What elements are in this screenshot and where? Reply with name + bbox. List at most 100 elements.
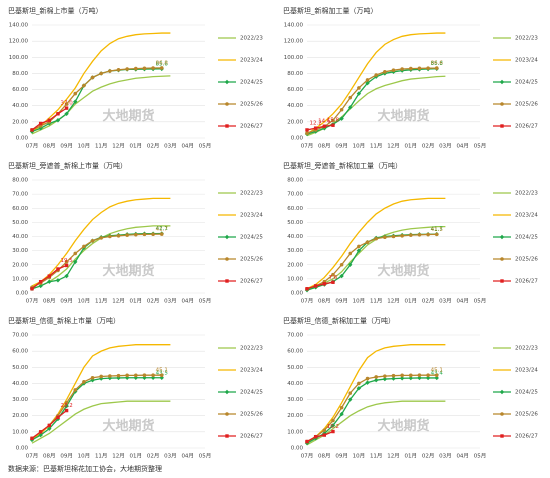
y-tick-label: 60.00 bbox=[12, 87, 28, 93]
marker bbox=[391, 234, 396, 239]
y-tick-label: 60.00 bbox=[12, 349, 28, 355]
value-label: 43.5 bbox=[156, 370, 169, 376]
legend-label: 2026/27 bbox=[240, 124, 263, 130]
x-tick-label: 08月 bbox=[43, 453, 56, 460]
marker bbox=[374, 378, 379, 383]
series-line bbox=[306, 374, 437, 443]
x-tick-label: 09月 bbox=[60, 298, 73, 305]
marker bbox=[305, 128, 309, 132]
legend-marker bbox=[224, 234, 230, 240]
series-line bbox=[31, 344, 171, 441]
marker bbox=[108, 234, 112, 239]
marker bbox=[125, 67, 129, 71]
x-tick-label: 10月 bbox=[78, 298, 91, 305]
x-tick-label: 10月 bbox=[78, 453, 91, 460]
value-label: 45.1 bbox=[431, 368, 443, 374]
x-tick-label: 04月 bbox=[181, 143, 194, 150]
y-tick-label: 40.00 bbox=[287, 234, 303, 240]
marker bbox=[339, 273, 344, 279]
x-tick-label: 03月 bbox=[439, 453, 452, 460]
y-tick-label: 70.00 bbox=[12, 333, 28, 339]
value-label: 86.8 bbox=[156, 60, 169, 66]
x-tick-label: 08月 bbox=[43, 143, 56, 150]
marker bbox=[426, 232, 430, 237]
chart-title: 巴基斯坦_新棉加工量（万吨） bbox=[283, 6, 378, 15]
series-line bbox=[306, 344, 446, 444]
marker bbox=[417, 233, 422, 237]
x-tick-label: 01月 bbox=[405, 453, 418, 460]
x-tick-label: 09月 bbox=[335, 298, 348, 305]
marker bbox=[383, 374, 387, 378]
legend-label: 2024/25 bbox=[240, 390, 263, 396]
x-tick-label: 01月 bbox=[130, 298, 143, 305]
marker bbox=[99, 374, 103, 379]
marker bbox=[400, 233, 404, 238]
y-tick-label: 10.00 bbox=[12, 276, 28, 282]
y-tick-label: 60.00 bbox=[287, 349, 303, 355]
legend-marker bbox=[500, 124, 504, 128]
marker bbox=[73, 91, 78, 96]
y-tick-label: 40.00 bbox=[287, 103, 303, 109]
marker bbox=[73, 388, 78, 392]
marker bbox=[99, 71, 103, 76]
marker bbox=[391, 373, 396, 378]
marker bbox=[365, 78, 370, 82]
x-tick-label: 04月 bbox=[181, 453, 194, 460]
marker bbox=[142, 232, 147, 237]
marker bbox=[56, 112, 60, 116]
series-line bbox=[306, 377, 437, 444]
watermark: 大地期货 bbox=[377, 263, 429, 279]
x-tick-label: 02月 bbox=[147, 453, 160, 460]
legend-label: 2023/24 bbox=[240, 213, 263, 219]
y-tick-label: 20.00 bbox=[12, 119, 28, 125]
marker bbox=[82, 380, 86, 384]
x-tick-label: 12月 bbox=[387, 453, 400, 460]
marker bbox=[64, 111, 69, 116]
legend-label: 2025/26 bbox=[240, 412, 263, 418]
y-tick-label: 60.00 bbox=[287, 206, 303, 212]
y-tick-label: 30.00 bbox=[287, 397, 303, 403]
marker bbox=[365, 380, 370, 385]
y-tick-label: 40.00 bbox=[287, 381, 303, 387]
marker bbox=[305, 131, 309, 135]
marker bbox=[322, 282, 326, 286]
marker bbox=[134, 66, 138, 71]
marker bbox=[108, 374, 112, 378]
marker bbox=[400, 67, 404, 71]
source-note: 数据来源：巴基斯坦棉花加工协会，大地期货整理 bbox=[8, 464, 162, 473]
marker bbox=[64, 401, 69, 405]
marker bbox=[73, 251, 78, 256]
legend-marker bbox=[225, 434, 229, 438]
marker bbox=[134, 232, 138, 237]
y-tick-label: 0.00 bbox=[16, 291, 29, 297]
legend-marker bbox=[225, 124, 229, 128]
series-line bbox=[31, 32, 171, 133]
marker bbox=[64, 260, 69, 264]
legend-label: 2022/23 bbox=[240, 191, 263, 197]
series-line bbox=[31, 75, 171, 135]
x-tick-label: 01月 bbox=[130, 143, 143, 150]
marker bbox=[331, 280, 335, 284]
legend-marker bbox=[500, 434, 504, 438]
marker bbox=[374, 375, 379, 379]
marker bbox=[331, 272, 335, 277]
x-tick-label: 02月 bbox=[147, 143, 160, 150]
series-line bbox=[31, 197, 171, 287]
x-tick-label: 10月 bbox=[78, 143, 91, 150]
y-tick-label: 70.00 bbox=[287, 192, 303, 198]
series-line bbox=[306, 281, 334, 290]
marker bbox=[142, 375, 147, 380]
x-tick-label: 03月 bbox=[164, 298, 177, 305]
x-tick-label: 11月 bbox=[95, 453, 108, 460]
legend-label: 2024/25 bbox=[515, 390, 538, 396]
marker bbox=[322, 433, 326, 437]
x-tick-label: 09月 bbox=[335, 143, 348, 150]
marker bbox=[426, 373, 430, 377]
marker bbox=[374, 73, 379, 77]
marker bbox=[38, 430, 43, 434]
marker bbox=[38, 432, 43, 438]
x-tick-label: 04月 bbox=[456, 298, 469, 305]
marker bbox=[434, 66, 439, 70]
marker bbox=[38, 283, 43, 289]
